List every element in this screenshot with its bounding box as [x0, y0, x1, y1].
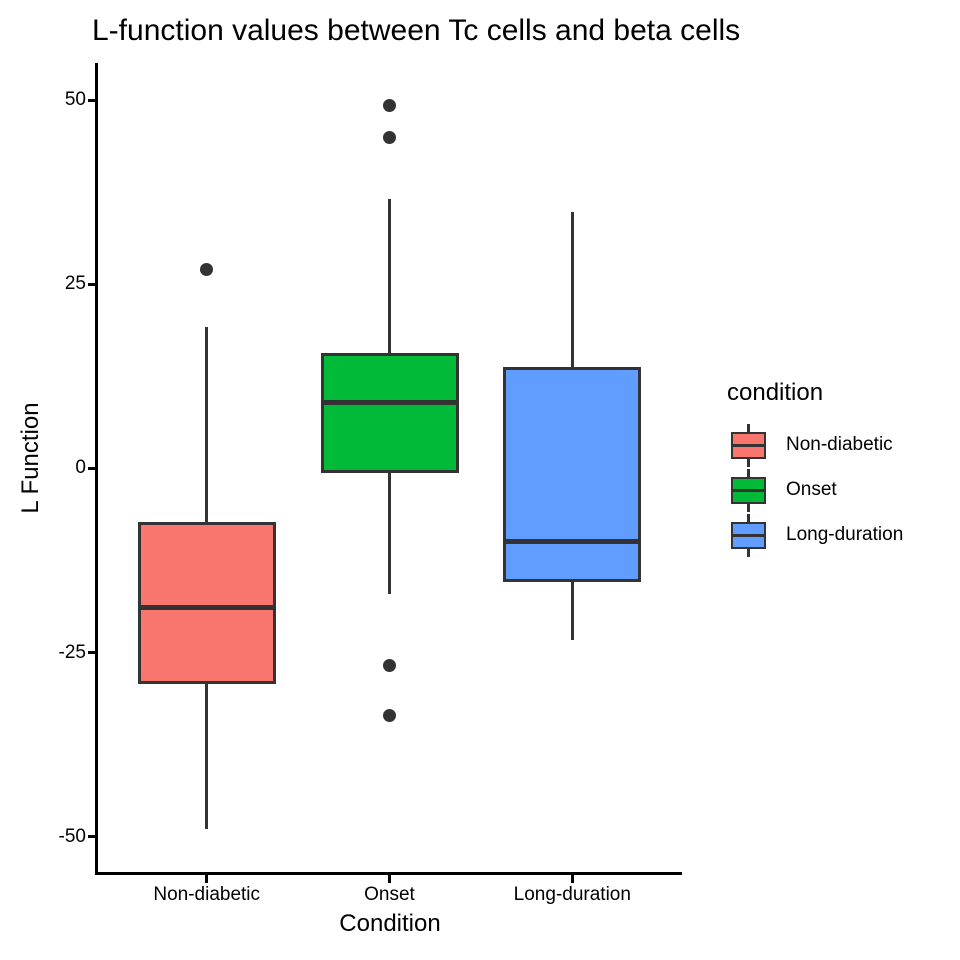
- outlier-point: [383, 131, 396, 145]
- y-tick-label: 0: [75, 457, 86, 479]
- y-tick: [88, 835, 97, 839]
- median-line: [137, 605, 276, 611]
- y-tick: [88, 651, 97, 654]
- x-tick-label: Long-duration: [513, 884, 631, 905]
- median-line: [503, 538, 642, 544]
- y-tick: [88, 98, 97, 102]
- x-axis-line: [95, 872, 682, 875]
- legend-key-boxplot-icon: [731, 468, 766, 513]
- outlier-point: [383, 658, 396, 672]
- x-tick: [388, 875, 391, 883]
- x-tick-label: Non-diabetic: [153, 884, 261, 905]
- box: [503, 366, 642, 582]
- y-tick: [88, 466, 97, 470]
- legend-entry-label: Onset: [786, 479, 837, 500]
- outlier-point: [383, 708, 396, 722]
- legend-entry-label: Non-diabetic: [786, 434, 893, 455]
- legend-key-median-line: [731, 443, 766, 447]
- y-tick-label: -50: [58, 825, 86, 847]
- x-tick-label: Onset: [364, 884, 415, 905]
- y-tick: [88, 282, 97, 286]
- legend-entry: Non-diabetic: [731, 423, 893, 468]
- y-tick-label: 25: [64, 273, 86, 295]
- x-tick: [205, 875, 209, 883]
- legend-key-boxplot-icon: [731, 513, 766, 558]
- legend-key-boxplot-icon: [731, 423, 766, 468]
- box: [137, 522, 276, 685]
- box: [320, 353, 459, 474]
- legend-entry-label: Long-duration: [786, 524, 904, 545]
- legend-title: condition: [727, 379, 824, 406]
- x-axis-title: Condition: [339, 910, 441, 937]
- outlier-point: [200, 262, 214, 276]
- outlier-point: [383, 99, 396, 113]
- legend-key-median-line: [731, 488, 766, 492]
- y-tick-label: 50: [64, 89, 86, 111]
- legend-entry: Onset: [731, 468, 837, 513]
- chart-title: L-function values between Tc cells and b…: [92, 14, 741, 47]
- median-line: [320, 399, 459, 405]
- legend-key-median-line: [731, 533, 766, 537]
- x-tick: [570, 875, 574, 883]
- legend-entry: Long-duration: [731, 513, 903, 558]
- y-tick-label: -25: [58, 641, 86, 663]
